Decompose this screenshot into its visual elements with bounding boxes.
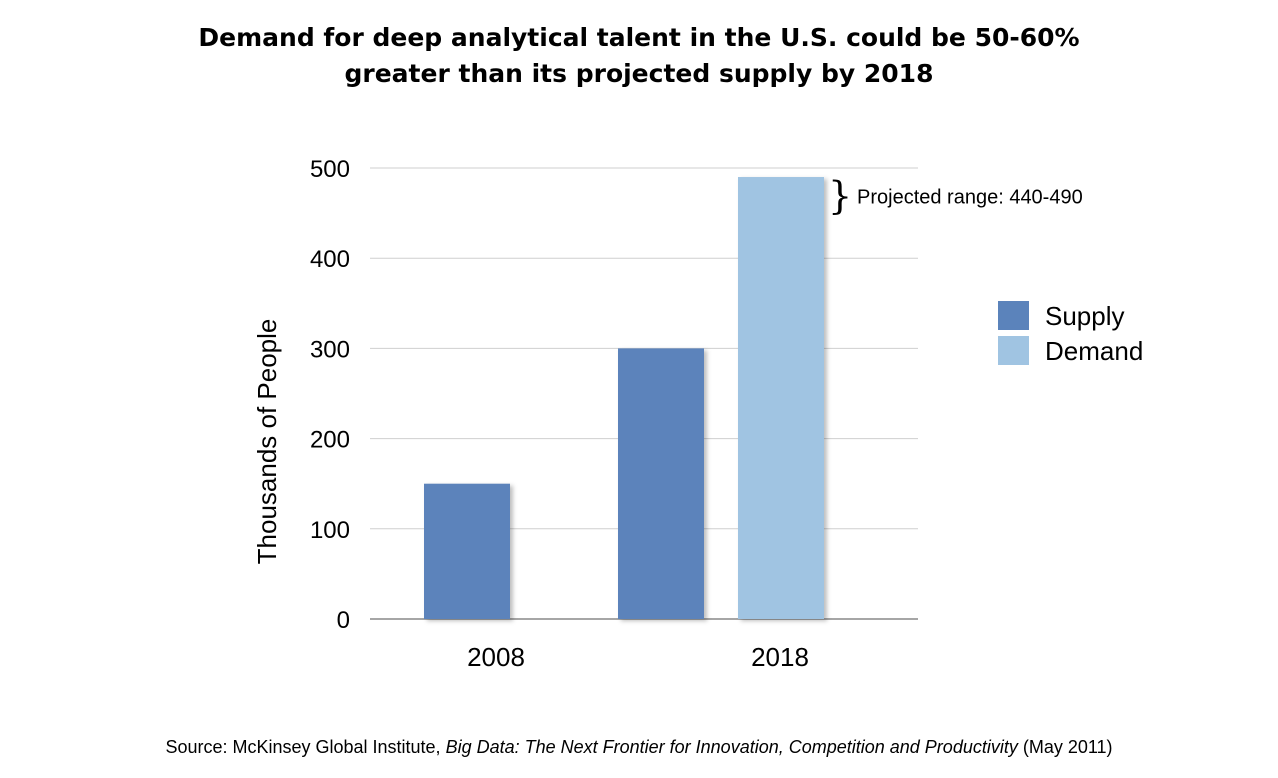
- y-axis-title: Thousands of People: [252, 319, 282, 565]
- legend-label-demand: Demand: [1045, 336, 1143, 366]
- y-tick-label-0: 0: [337, 607, 350, 634]
- y-tick-label-400: 400: [310, 246, 350, 273]
- y-tick-label-200: 200: [310, 427, 350, 454]
- x-tick-label-2018: 2018: [751, 642, 809, 672]
- source-suffix: (May 2011): [1017, 737, 1113, 757]
- annotation-projected-range: Projected range: 440-490: [857, 187, 1083, 209]
- legend-swatch-demand: [998, 336, 1029, 365]
- legend-swatch-supply: [998, 301, 1029, 330]
- y-tick-label-100: 100: [310, 517, 350, 544]
- chart-title-line-2: greater than its projected supply by 201…: [344, 59, 934, 88]
- x-tick-label-2008: 2008: [467, 642, 525, 672]
- chart-plot: 0 100 200 300 400 500 Thousands of People 2008 2…: [252, 156, 1143, 672]
- annotation-brace: }: [828, 174, 852, 218]
- y-tick-label-500: 500: [310, 156, 350, 183]
- bar-supply-2018: [618, 348, 704, 619]
- chart-title: Demand for deep analytical talent in the…: [0, 20, 1278, 92]
- bar-supply-2008: [424, 483, 510, 619]
- source-prefix: Source: McKinsey Global Institute,: [165, 737, 446, 757]
- legend-label-supply: Supply: [1045, 301, 1125, 331]
- source-title: Big Data: The Next Frontier for Innovati…: [445, 737, 1018, 757]
- source-citation: Source: McKinsey Global Institute, Big D…: [0, 737, 1278, 758]
- y-tick-label-300: 300: [310, 336, 350, 363]
- bar-demand-2018: [738, 177, 824, 619]
- chart-title-line-1: Demand for deep analytical talent in the…: [198, 23, 1080, 52]
